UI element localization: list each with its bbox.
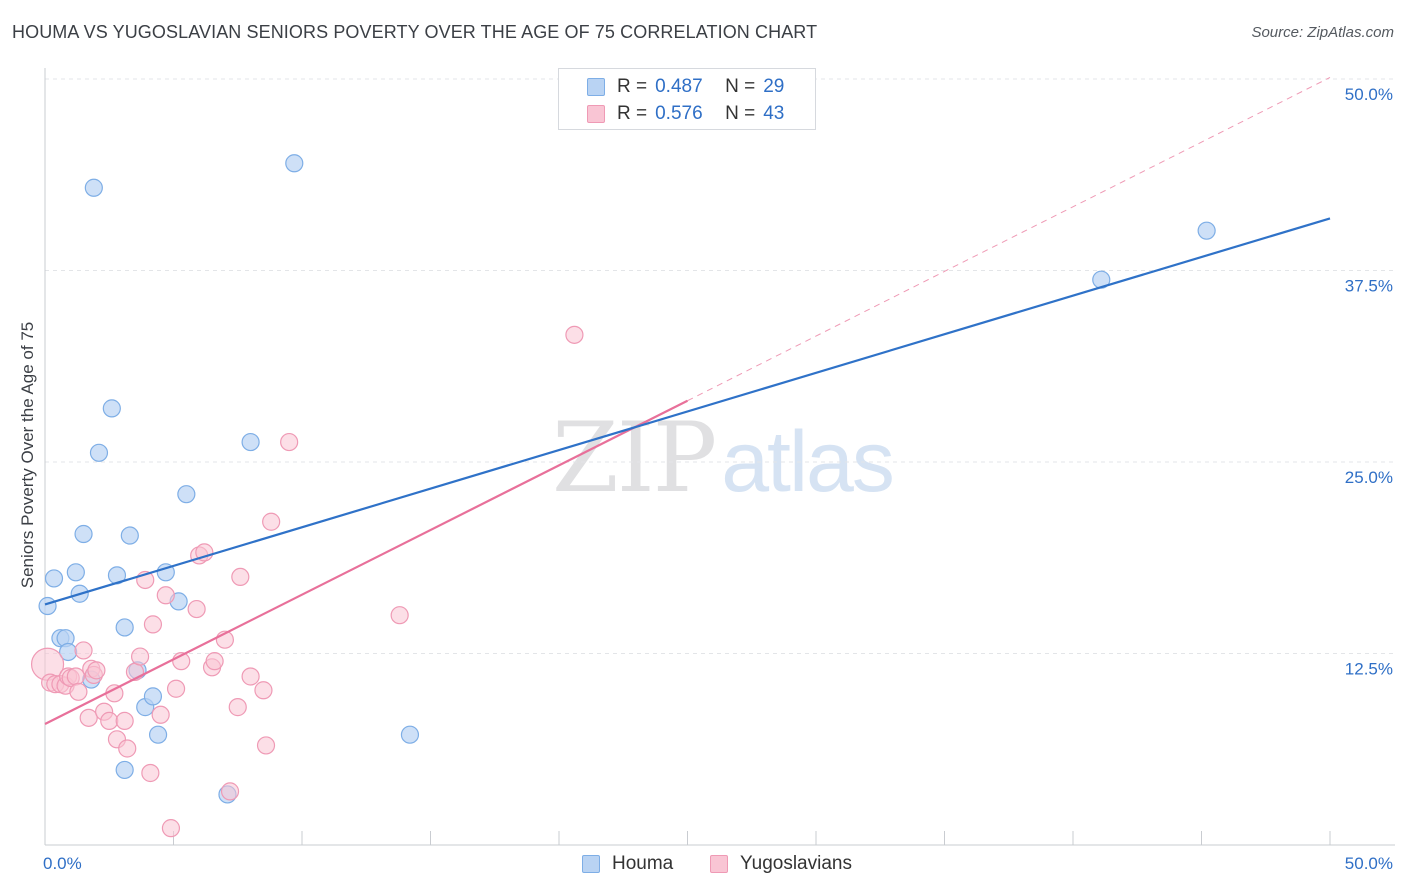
yugoslavians-point [280,432,299,452]
x-tick-label: 0.0% [43,854,82,873]
yugoslavians-point [69,682,88,701]
yugoslavians-point [66,667,85,686]
yugoslavians-point [241,667,260,686]
yugoslavians-point [256,736,276,755]
houma-point [44,569,64,588]
houma-point [115,760,134,780]
source-label: Source: ZipAtlas.com [1251,24,1394,41]
yugoslavians-point [74,641,93,660]
yugoslavians-trend-extension [687,77,1331,402]
r-label: R = [617,76,648,97]
houma-point [143,687,163,706]
yugoslavians-point [228,698,247,717]
yugoslavians-trend-line [44,399,688,725]
r-label: R = [617,103,648,124]
yugoslavians-swatch [587,105,605,123]
data-points [30,154,1331,838]
chart-title: HOUMA VS YUGOSLAVIAN SENIORS POVERTY OVE… [12,22,818,42]
legend-row-houma: R = 0.487 N = 29 [587,75,784,99]
x-tick-label: 50.0% [1345,854,1393,873]
yugoslavians-point [231,567,250,587]
y-tick-label: 12.5% [1345,660,1393,679]
houma-point [84,178,103,197]
yugoslavians-point [195,543,214,562]
yugoslavians-point [166,679,186,698]
yugoslavians-point [130,647,150,666]
trend-lines [687,77,1331,402]
yugoslavians-point [87,661,106,680]
yugoslavians-point [565,325,584,344]
n-value: 29 [763,76,785,97]
correlation-legend: R = 0.487 N = 29 R = 0.576 N = 43 [558,68,816,130]
yugoslavians-point [143,615,163,634]
tick-labels: 12.5% 25.0% 37.5% 50.0% 0.0% 50.0% [43,85,1393,873]
yugoslavians-point [156,586,175,605]
y-tick-label: 37.5% [1345,277,1393,296]
houma-point [89,443,109,462]
houma-point [400,725,420,744]
houma-point [148,725,168,744]
bottom-legend-houma: Houma [582,852,673,876]
yugoslavians-point [79,708,98,727]
y-tick-label: 25.0% [1345,468,1393,487]
yugoslavians-point [118,739,137,758]
houma-legend-label: Houma [612,853,674,874]
grid-lines [45,78,1395,654]
houma-point [1197,221,1216,240]
yugoslavians-swatch [710,855,728,873]
yugoslavians-point [187,599,206,619]
yugoslavians-point [161,819,181,838]
n-value: 43 [763,103,785,124]
houma-point [74,524,93,544]
yugoslavians-point [105,684,124,703]
watermark: ZIPatlas [552,402,895,514]
yugoslavians-point [262,512,281,531]
yugoslavians-point [254,681,273,700]
houma-swatch [582,855,600,873]
houma-point [241,432,260,452]
houma-point [102,399,121,418]
n-label: N = [725,103,756,124]
legend-row-yugoslavians: R = 0.576 N = 43 [587,102,784,126]
yugoslavians-point [205,652,224,671]
y-tick-label: 50.0% [1345,85,1393,104]
yugoslavians-point [141,763,160,783]
houma-trend-line [44,217,1331,606]
houma-point [285,154,304,173]
houma-point [177,485,196,504]
watermark-zip: ZIP [552,402,717,514]
houma-point [120,526,139,545]
r-value: 0.576 [655,103,703,124]
axes [44,68,1395,846]
yugoslavians-point [151,705,170,724]
yugoslavians-legend-label: Yugoslavians [740,853,852,874]
bottom-legend-yugoslavians: Yugoslavians [710,852,852,876]
houma-point [115,618,134,637]
yugoslavians-point [220,782,240,801]
r-value: 0.487 [655,76,703,97]
n-label: N = [725,76,756,97]
houma-point [38,596,57,616]
yugoslavians-point [115,711,134,731]
houma-point [66,563,85,582]
yugoslavians-point [100,711,119,731]
yugoslavians-point [390,606,409,625]
houma-swatch [587,78,605,96]
